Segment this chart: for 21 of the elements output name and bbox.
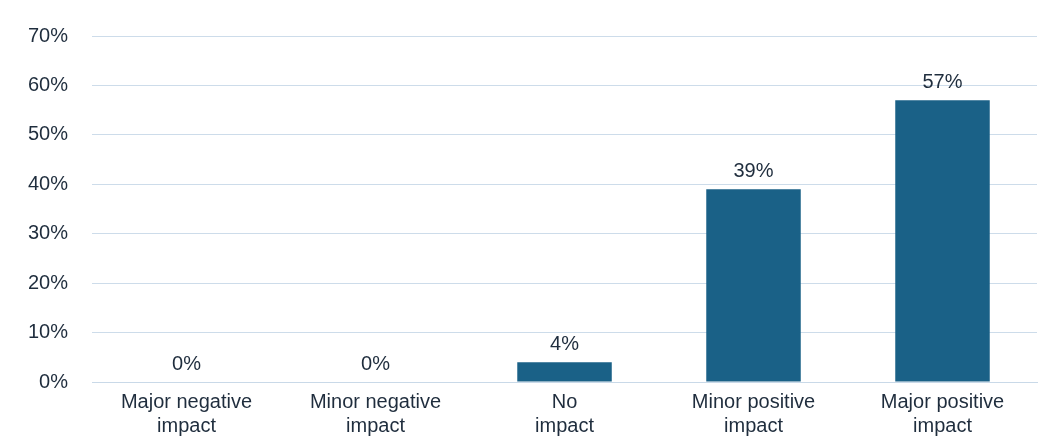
y-tick-label: 20% [28, 270, 69, 293]
y-tick-label: 70% [28, 23, 69, 46]
x-tick-label: Minor positive impact [691, 389, 816, 436]
x-tick-label: Minor negative impact [309, 389, 442, 436]
data-label: 0% [361, 351, 391, 374]
y-tick-label: 40% [28, 171, 69, 194]
y-tick-label: 0% [39, 369, 69, 392]
data-label: 57% [922, 69, 963, 92]
data-label: 39% [733, 158, 774, 181]
data-label: 4% [550, 331, 580, 354]
y-tick-label: 30% [28, 221, 69, 244]
x-tick-label: Major negative impact [120, 389, 253, 436]
bar [706, 189, 801, 382]
x-tick-label: No impact [535, 389, 595, 436]
y-tick-label: 10% [28, 320, 69, 343]
bar [517, 362, 612, 382]
y-tick-label: 50% [28, 122, 69, 145]
y-tick-label: 60% [28, 72, 69, 95]
x-tick-label: Major positive impact [880, 389, 1005, 436]
bar [895, 100, 990, 382]
data-label: 0% [172, 351, 202, 374]
